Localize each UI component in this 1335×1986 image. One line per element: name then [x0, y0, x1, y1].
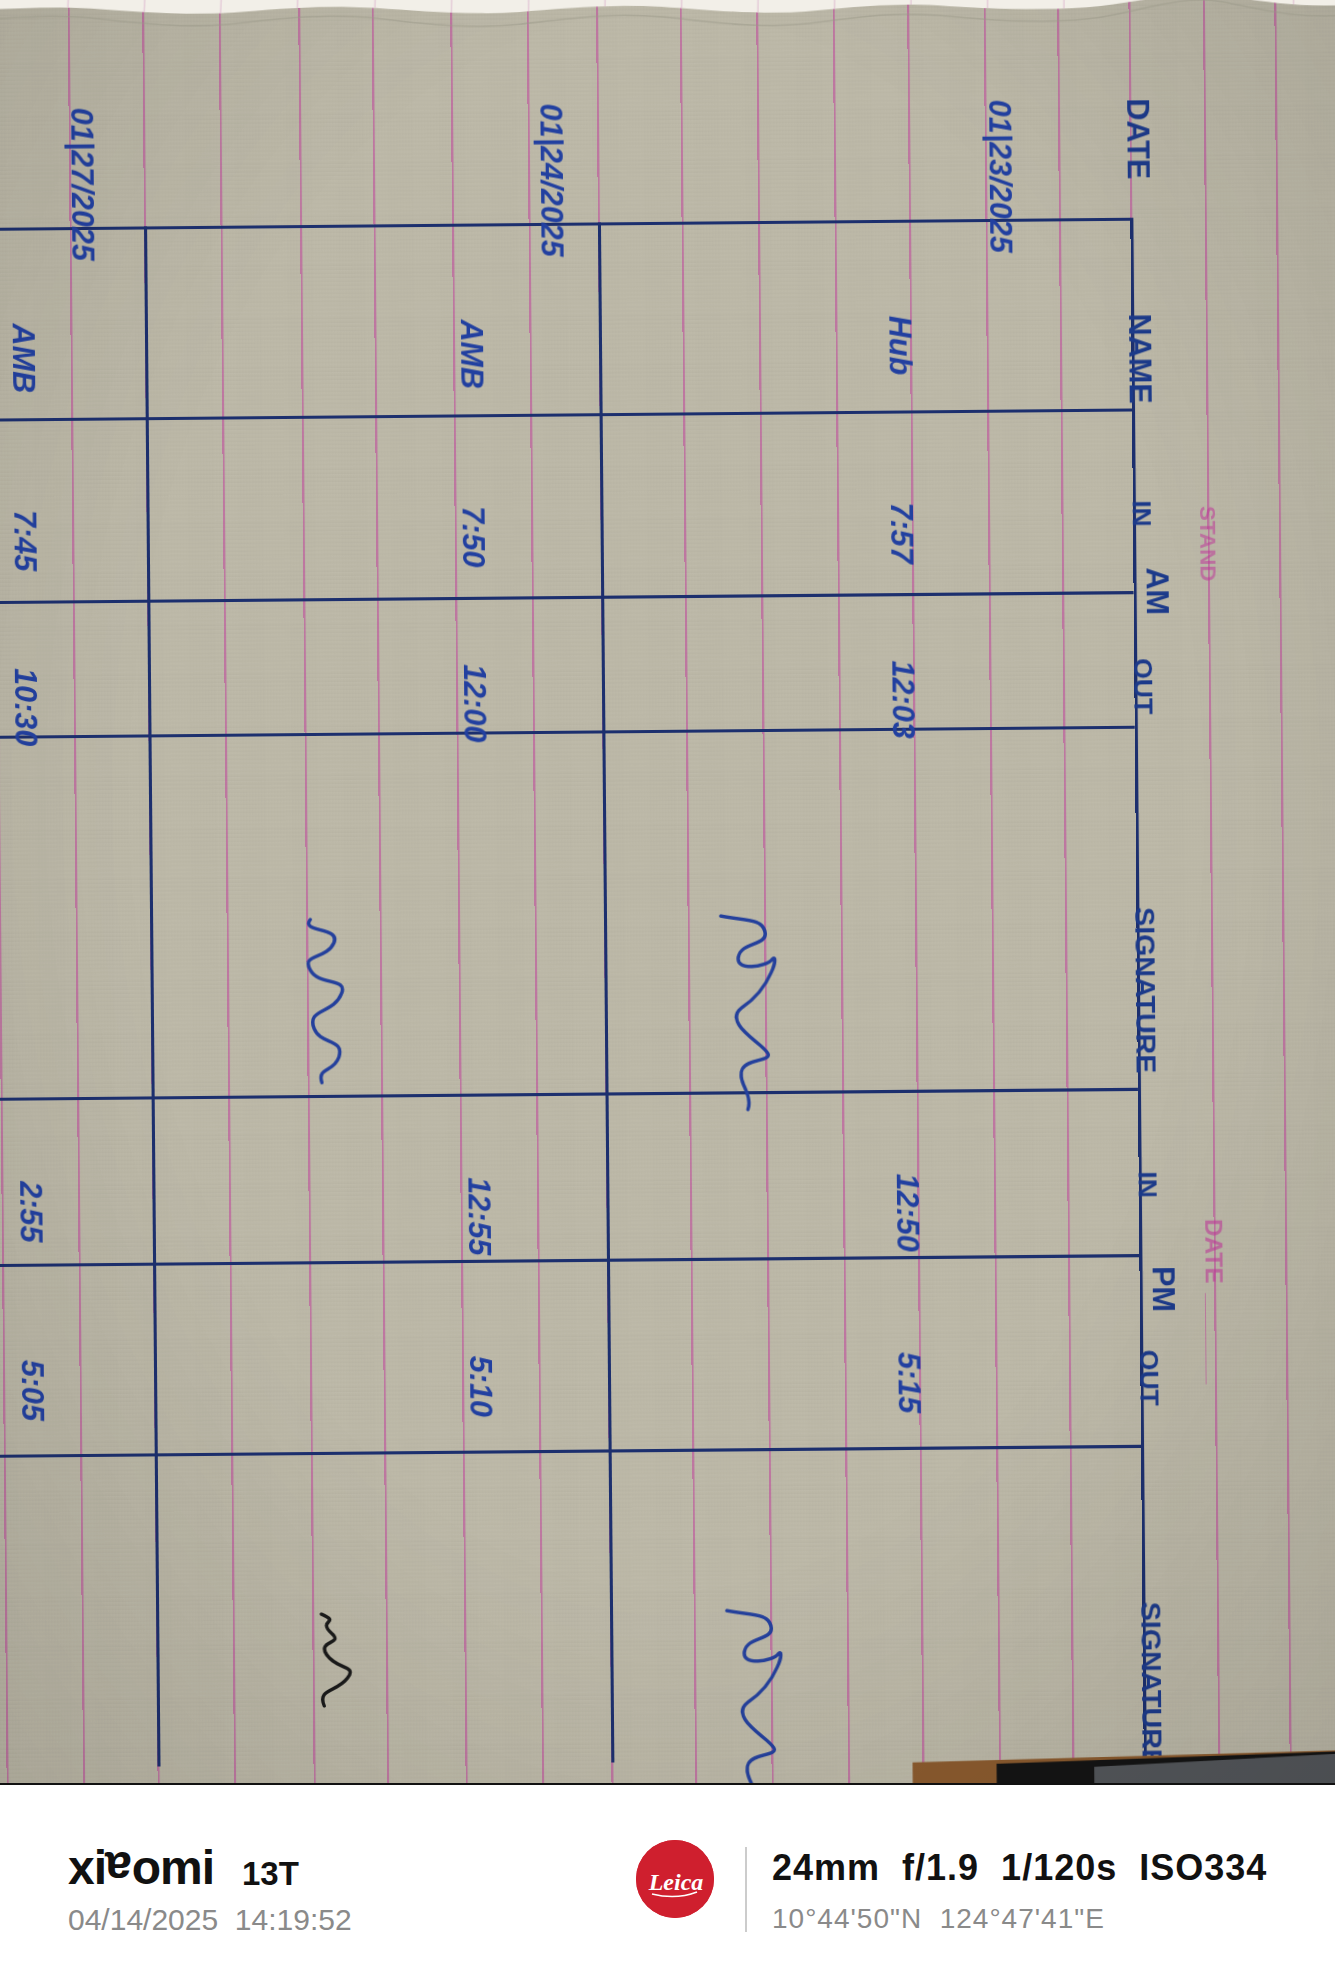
- svg-text:Leica: Leica: [648, 1869, 704, 1895]
